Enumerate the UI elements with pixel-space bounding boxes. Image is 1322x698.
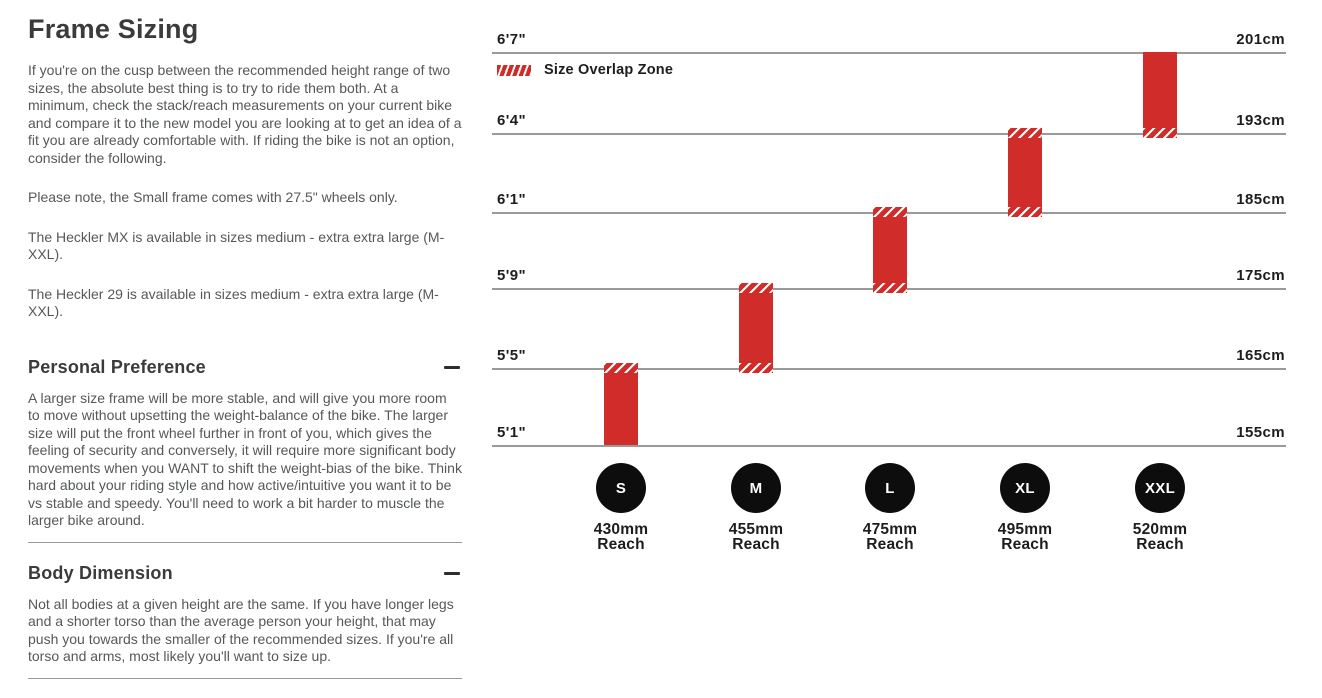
legend-label: Size Overlap Zone (544, 62, 674, 78)
reach-value: 520mm (1132, 521, 1188, 538)
intro-paragraph: The Heckler 29 is available in sizes med… (28, 285, 439, 320)
section-divider (28, 541, 462, 543)
height-tick-cm: 175cm (1236, 267, 1285, 284)
section-body: A larger size frame will be more stable,… (28, 389, 462, 529)
reach-label-s: 430mm Reach (571, 521, 671, 553)
overlap-hatch-top (873, 207, 907, 217)
accordion-sections: Personal Preference A larger size frame w… (28, 357, 462, 679)
size-bar-xxl (1143, 52, 1177, 138)
height-tick-ft: 6'1" (497, 191, 526, 208)
overlap-hatch-bottom (873, 283, 907, 293)
section-divider (28, 677, 462, 679)
intro-paragraph: Please note, the Small frame comes with … (28, 189, 398, 205)
reach-word: Reach (732, 536, 780, 553)
overlap-hatch-top (604, 363, 638, 373)
reach-word: Reach (597, 536, 645, 553)
section-heading: Personal Preference (28, 356, 206, 377)
size-circle-m: M (731, 463, 781, 513)
intro-paragraph: If you're on the cusp between the recomm… (28, 62, 462, 166)
reach-word: Reach (866, 536, 914, 553)
height-gridline (492, 52, 1286, 54)
intro-paragraphs: If you're on the cusp between the recomm… (28, 62, 462, 321)
size-bar-m (739, 283, 773, 373)
intro-paragraph: The Heckler MX is available in sizes med… (28, 228, 445, 263)
page-title: Frame Sizing (28, 14, 199, 44)
height-tick-ft: 6'7" (497, 31, 526, 48)
reach-label-m: 455mm Reach (706, 521, 806, 553)
reach-label-xl: 495mm Reach (975, 521, 1075, 553)
section-body: Not all bodies at a given height are the… (28, 595, 454, 665)
collapse-minus-icon[interactable] (444, 571, 460, 575)
overlap-hatch-top (1008, 128, 1042, 138)
reach-word: Reach (1001, 536, 1049, 553)
height-gridline (492, 445, 1286, 447)
height-tick-cm: 193cm (1236, 112, 1285, 129)
height-tick-ft: 5'1" (497, 424, 526, 441)
reach-value: 430mm (593, 521, 649, 538)
size-circle-s: S (596, 463, 646, 513)
reach-value: 455mm (728, 521, 784, 538)
accordion-header[interactable]: Body Dimension (28, 563, 462, 584)
height-tick-ft: 6'4" (497, 112, 526, 129)
height-tick-cm: 165cm (1236, 347, 1285, 364)
size-bar-xl (1008, 128, 1042, 217)
size-bar-s (604, 363, 638, 445)
height-tick-ft: 5'9" (497, 267, 526, 284)
section-heading: Body Dimension (28, 562, 173, 583)
height-gridline (492, 133, 1286, 135)
size-circle-xxl: XXL (1135, 463, 1185, 513)
reach-label-l: 475mm Reach (840, 521, 940, 553)
size-bar-l (873, 207, 907, 293)
overlap-hatch-top (739, 283, 773, 293)
chart-legend: Size Overlap Zone (497, 62, 673, 78)
height-tick-ft: 5'5" (497, 347, 526, 364)
reach-value: 495mm (997, 521, 1053, 538)
height-gridline (492, 368, 1286, 370)
height-tick-cm: 155cm (1236, 424, 1285, 441)
reach-word: Reach (1136, 536, 1184, 553)
height-tick-cm: 185cm (1236, 191, 1285, 208)
size-circle-xl: XL (1000, 463, 1050, 513)
accordion-header[interactable]: Personal Preference (28, 357, 462, 378)
accordion-section: Body Dimension Not all bodies at a given … (28, 563, 462, 679)
overlap-hatch-bottom (1143, 128, 1177, 138)
overlap-hatch-bottom (1008, 207, 1042, 217)
size-circle-l: L (865, 463, 915, 513)
reach-value: 475mm (862, 521, 918, 538)
sizing-info-panel: Frame Sizing If you're on the cusp betwe… (28, 0, 462, 679)
size-chart: Size Overlap Zone 6'7" 201cm 6'4" 193cm 6'1"… (492, 0, 1286, 600)
overlap-hatch-swatch-icon (497, 64, 531, 76)
overlap-hatch-bottom (739, 363, 773, 373)
reach-label-xxl: 520mm Reach (1110, 521, 1210, 553)
accordion-section: Personal Preference A larger size frame w… (28, 357, 462, 543)
collapse-minus-icon[interactable] (444, 365, 460, 369)
height-tick-cm: 201cm (1236, 31, 1285, 48)
